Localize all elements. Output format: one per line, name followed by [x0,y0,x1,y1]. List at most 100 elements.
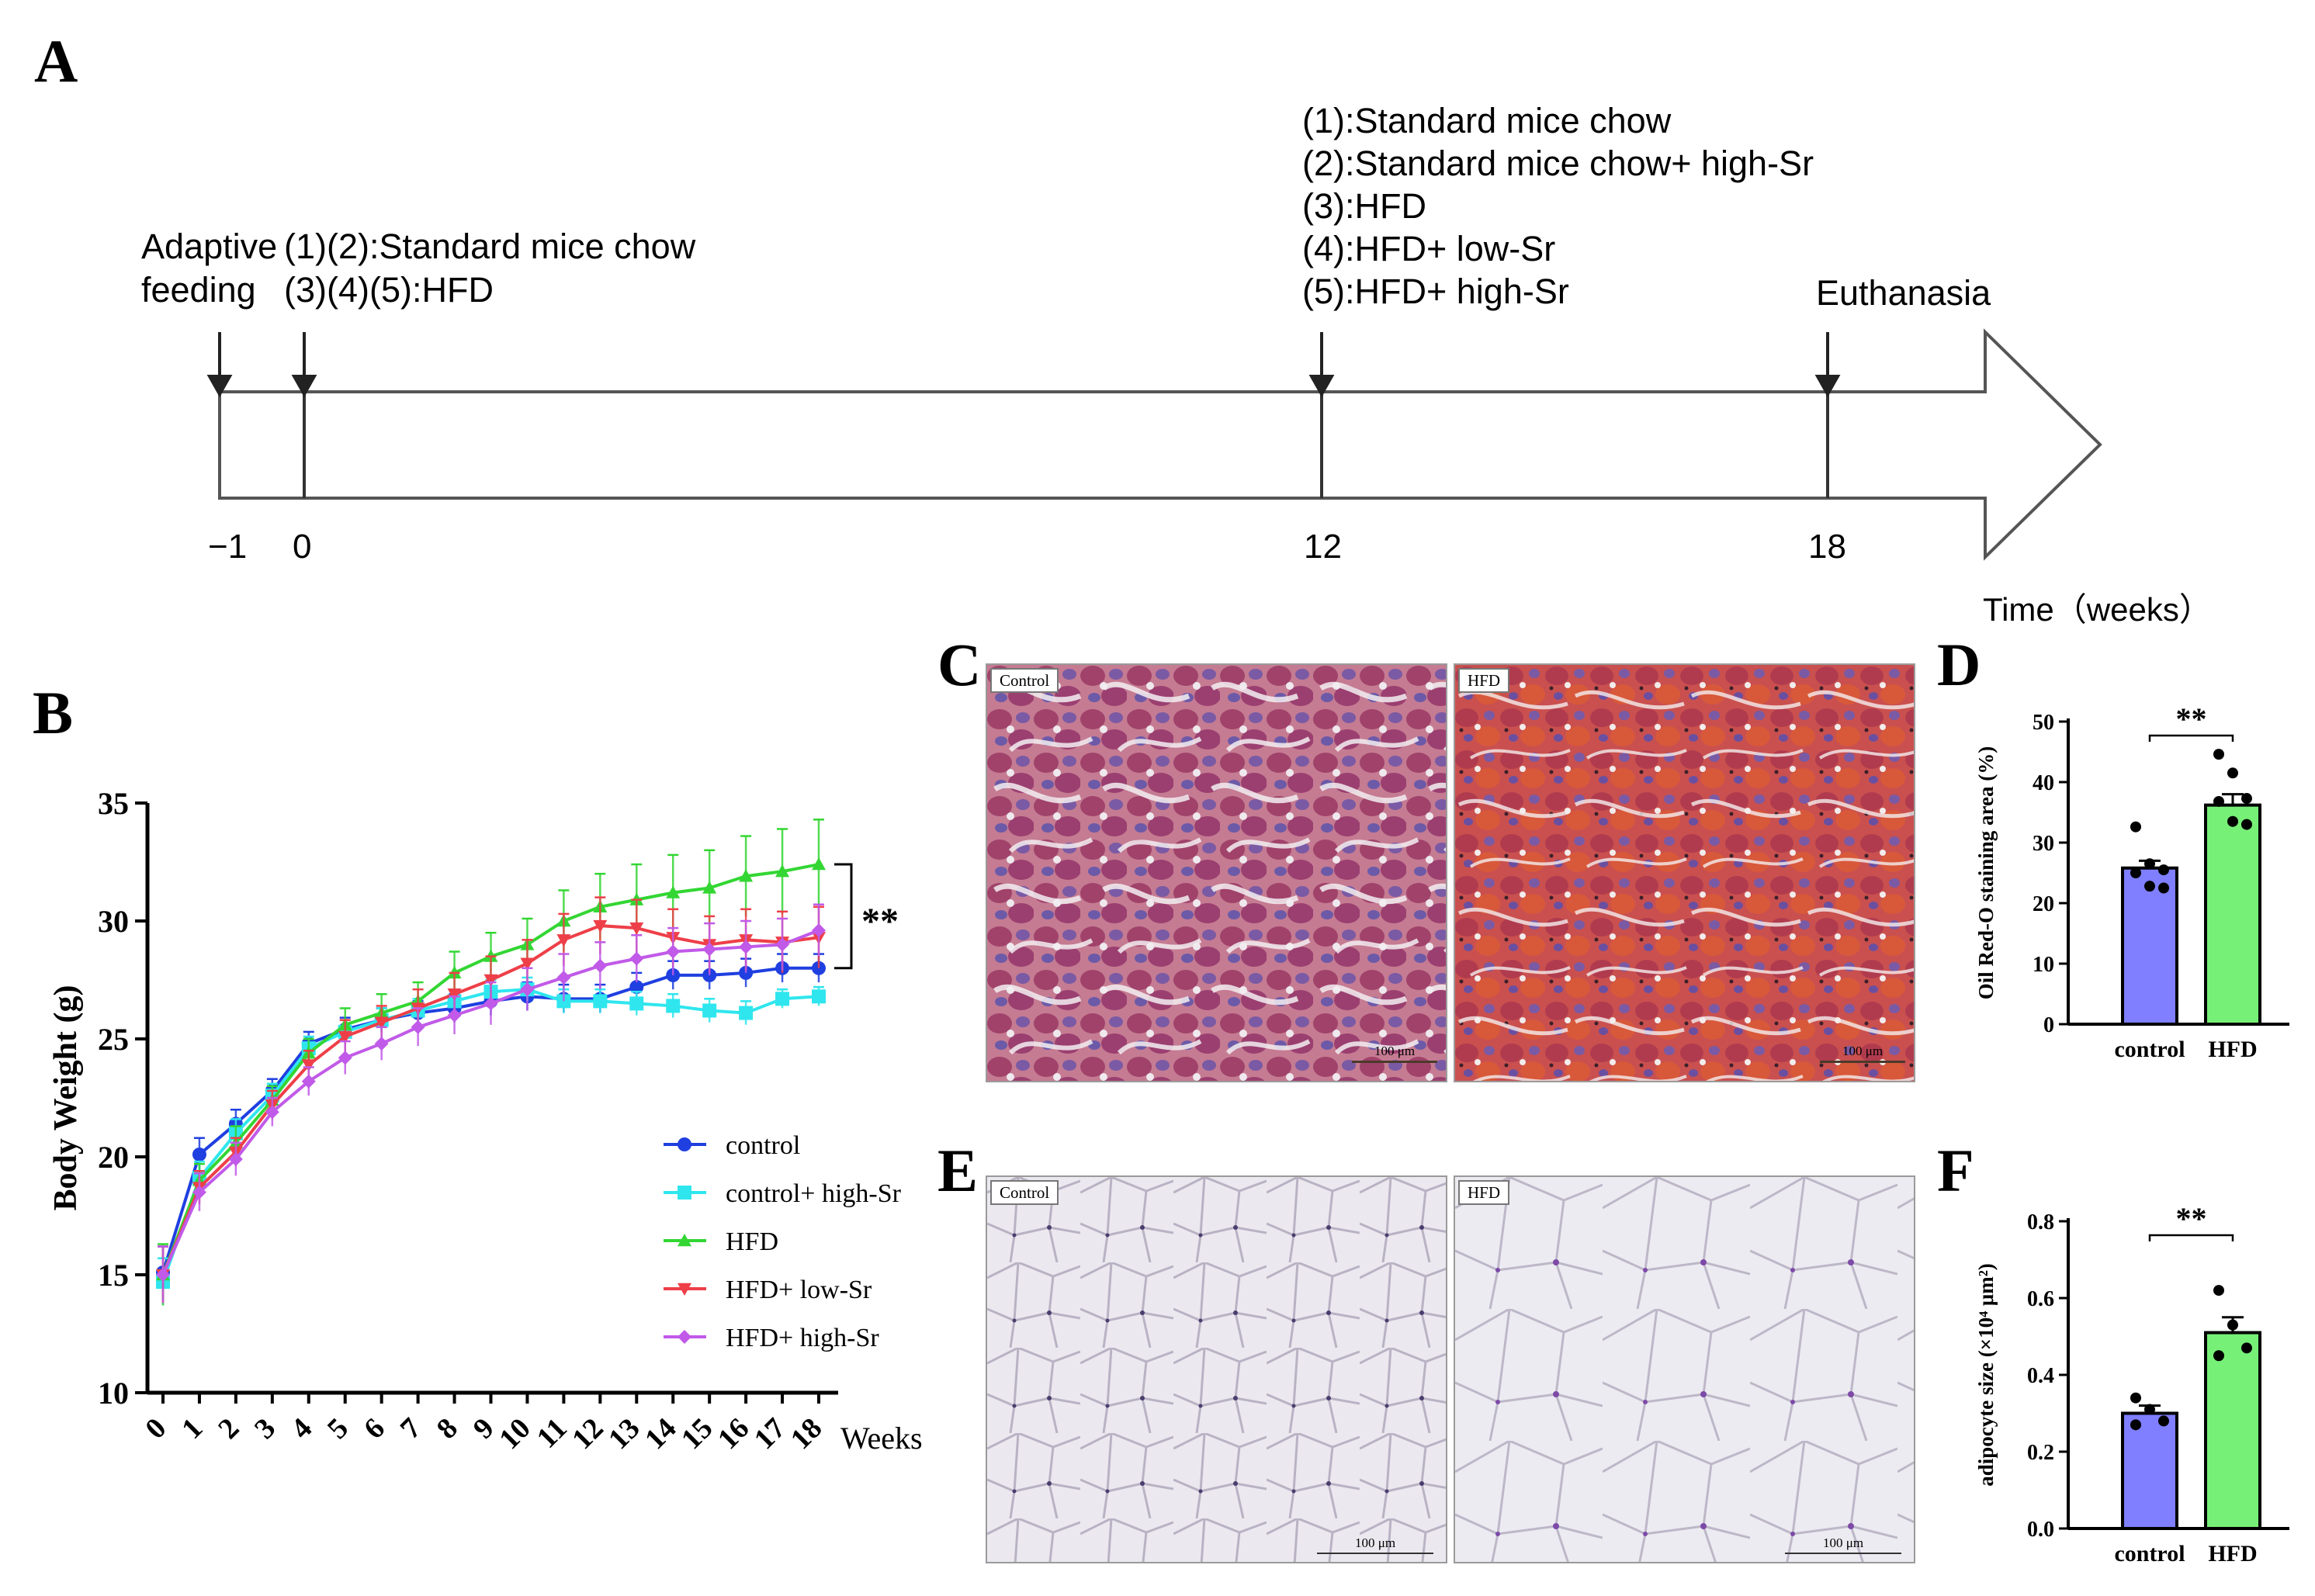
data-point [2144,858,2155,870]
oro-hfd-scale-bar: 100 μm [1820,1044,1905,1063]
data-point-control [812,961,826,975]
y-tick-label: 40 [2033,771,2054,795]
data-point-hfd-high-sr [593,958,608,973]
data-point-control [629,980,644,995]
data-point-hfd-high-sr [812,923,826,938]
event-week12-line1: (1):Standard mice chow [1302,101,1672,140]
x-tick-label: 5 [321,1412,355,1445]
y-tick-label: 0.0 [2027,1518,2054,1542]
x-tick-label: 4 [285,1412,318,1445]
panel-label-c: C [937,631,982,698]
data-point [2130,821,2141,833]
legend-marker-control-high-sr [678,1186,691,1200]
he-control-scale-bar: 100 μm [1317,1535,1433,1554]
data-point [2241,1342,2252,1354]
data-point-control-high-sr [775,992,790,1006]
he-hfd-texture [1455,1177,1914,1562]
data-point [2227,815,2238,827]
timeline-tick-12: 12 [1304,528,1342,566]
data-point-hfd-high-sr [192,1185,206,1200]
oro-control-texture [987,665,1446,1081]
panel-label-d: D [1937,631,1981,698]
y-tick-label: 30 [98,904,129,939]
data-point-hfd-high-sr [739,940,754,954]
y-tick-label: 25 [98,1022,129,1057]
legend-label-hfd-high-sr: HFD+ high-Sr [726,1324,879,1352]
he-control-scale-text: 100 μm [1354,1535,1396,1550]
legend-marker-hfd [678,1234,691,1247]
x-tick-label: 9 [467,1412,501,1445]
he-control-texture [987,1177,1446,1562]
x-axis-title: Weeks [840,1421,923,1456]
category-label: HFD [2208,1037,2257,1062]
data-point-control-high-sr [593,994,608,1009]
x-tick-label: 18 [785,1412,829,1456]
oro-hfd-texture [1455,665,1914,1081]
y-tick-label: 20 [2033,892,2054,916]
y-tick-label: 30 [2033,832,2054,856]
y-axis-title: Oil Red-O staining area (%) [1974,746,1998,1000]
data-point-hfd-high-sr [338,1051,352,1065]
data-point-hfd [812,857,826,871]
bar-hfd [2204,803,2261,1026]
data-point [2130,867,2141,878]
data-point-control-high-sr [666,999,681,1013]
data-point-hfd-high-sr [228,1152,243,1167]
he-hfd-scale-text: 100 μm [1822,1535,1864,1550]
x-tick-label: 3 [248,1412,282,1445]
category-label: control [2114,1541,2185,1567]
data-point-control-high-sr [812,989,826,1004]
timeline-tick-18: 18 [1808,528,1846,566]
significance-bracket [2148,1234,2234,1241]
significance-stars: ** [2176,1201,2207,1236]
data-point-hfd-low-sr [629,922,644,936]
oro-control-scale-text: 100 μm [1374,1044,1416,1058]
y-tick-label: 0.8 [2027,1210,2054,1234]
y-tick-label: 20 [98,1140,129,1175]
data-point-control [192,1147,206,1162]
panel-label-a: A [34,27,78,95]
data-point-hfd-high-sr [447,1008,462,1023]
series-line-control-high-sr [161,988,820,1283]
timeline-tick-minus1: −1 [208,528,248,566]
significance-stars: ** [2176,701,2207,736]
bar-control [2121,1411,2178,1530]
oro-hfd-micrograph: HFD 100 μm [1454,663,1915,1082]
y-axis-title: adipocyte size (×10⁴ μm²) [1974,1263,1998,1487]
he-hfd-scale-bar: 100 μm [1785,1535,1901,1554]
data-point-hfd-low-sr [447,988,462,1002]
panel-label-b: B [33,679,74,746]
data-point-hfd [666,885,681,898]
data-point [2227,767,2238,779]
data-point-hfd-low-sr [556,934,571,947]
data-point-hfd-high-sr [775,937,790,952]
data-point-hfd-high-sr [702,942,717,957]
oro-hfd-label: HFD [1458,668,1510,693]
significance-bracket [834,863,853,970]
data-point-hfd-low-sr [483,974,498,987]
data-point [2227,1319,2238,1331]
x-tick-label: 2 [212,1412,245,1445]
data-point-hfd-high-sr [301,1074,316,1089]
data-point [2241,793,2252,805]
y-tick-label: 15 [98,1258,129,1293]
data-point [2158,1415,2169,1427]
event-week12-line3: (3):HFD [1302,186,1426,226]
data-point-hfd-high-sr [265,1105,279,1120]
event-week0-line2: (3)(4)(5):HFD [284,270,494,310]
legend-label-control: control [726,1131,800,1160]
x-tick-label: 1 [175,1412,209,1445]
event-euthanasia: Euthanasia [1816,273,1991,313]
data-point-hfd-low-sr [520,957,535,971]
he-control-micrograph: Control 100 μm [986,1175,1447,1563]
data-point-hfd-low-sr [301,1059,316,1072]
y-tick-label: 50 [2033,711,2054,735]
category-label: HFD [2208,1541,2257,1567]
timeline-tick-0: 0 [293,528,312,566]
event-week12-line2: (2):Standard mice chow+ high-Sr [1302,144,1814,183]
significance-stars: ** [861,901,899,942]
data-point [2213,795,2224,807]
data-point [2130,1419,2141,1431]
event-week0-line1: (1)(2):Standard mice chow [284,227,696,266]
data-point-hfd-low-sr [374,1016,389,1030]
